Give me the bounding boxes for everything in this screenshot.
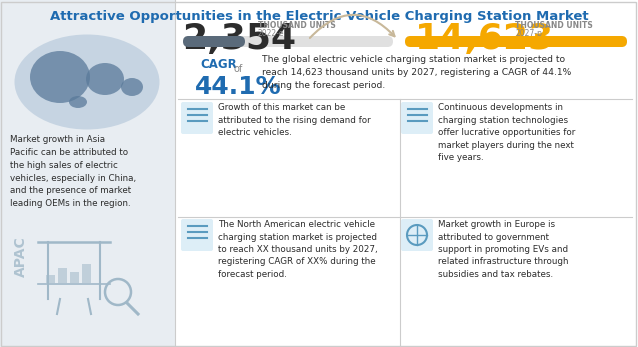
- FancyBboxPatch shape: [183, 36, 393, 47]
- Text: 2022-e: 2022-e: [258, 29, 285, 38]
- Text: The global electric vehicle charging station market is projected to
reach 14,623: The global electric vehicle charging sta…: [262, 55, 571, 90]
- Ellipse shape: [15, 34, 160, 129]
- FancyBboxPatch shape: [401, 102, 433, 134]
- Text: THOUSAND UNITS: THOUSAND UNITS: [515, 21, 593, 30]
- Text: 2,354: 2,354: [182, 22, 296, 56]
- FancyBboxPatch shape: [181, 219, 213, 251]
- Text: Attractive Opportunities in the Electric Vehicle Charging Station Market: Attractive Opportunities in the Electric…: [50, 10, 588, 23]
- FancyBboxPatch shape: [405, 36, 627, 47]
- Text: The North American electric vehicle
charging station market is projected
to reac: The North American electric vehicle char…: [218, 220, 378, 279]
- Text: 2027-p: 2027-p: [515, 29, 542, 38]
- Bar: [45, 275, 54, 283]
- Text: of: of: [234, 64, 243, 74]
- Text: Market growth in Europe is
attributed to government
support in promoting EVs and: Market growth in Europe is attributed to…: [438, 220, 568, 279]
- Text: Market growth in Asia
Pacific can be attributed to
the high sales of electric
ve: Market growth in Asia Pacific can be att…: [10, 135, 136, 208]
- Text: Continuous developments in
charging station technologies
offer lucrative opportu: Continuous developments in charging stat…: [438, 103, 575, 162]
- Text: THOUSAND UNITS: THOUSAND UNITS: [258, 21, 336, 30]
- Ellipse shape: [121, 78, 143, 96]
- FancyBboxPatch shape: [0, 0, 175, 347]
- Ellipse shape: [86, 63, 124, 95]
- FancyArrowPatch shape: [310, 15, 394, 38]
- Text: CAGR: CAGR: [200, 58, 237, 71]
- Text: 44.1%: 44.1%: [195, 75, 281, 99]
- Bar: [57, 268, 66, 283]
- Bar: [70, 272, 78, 283]
- FancyBboxPatch shape: [181, 102, 213, 134]
- Ellipse shape: [69, 96, 87, 108]
- Text: Growth of this market can be
attributed to the rising demand for
electric vehicl: Growth of this market can be attributed …: [218, 103, 371, 137]
- Text: 14,623: 14,623: [415, 22, 554, 56]
- Ellipse shape: [30, 51, 90, 103]
- FancyBboxPatch shape: [405, 36, 627, 47]
- FancyBboxPatch shape: [183, 36, 245, 47]
- Text: APAC: APAC: [14, 237, 28, 277]
- Bar: [82, 264, 91, 283]
- FancyBboxPatch shape: [401, 219, 433, 251]
